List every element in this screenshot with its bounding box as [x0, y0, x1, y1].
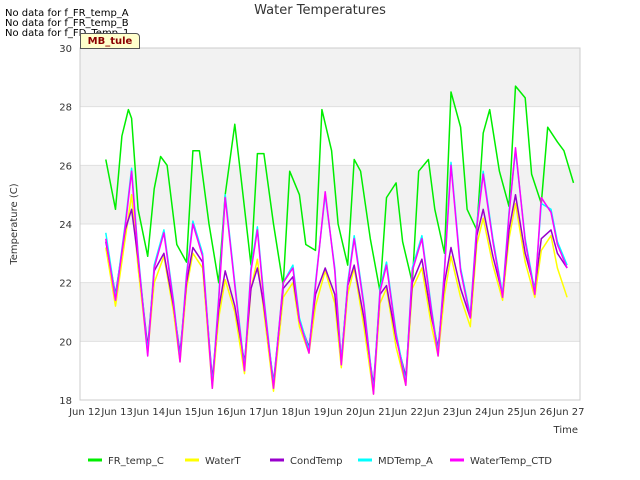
- no-data-note-2: No data for f_FR_temp_B: [5, 18, 129, 29]
- no-data-note-1: No data for f_FR_temp_A: [5, 8, 129, 19]
- x-tick-label: Jun 12: [68, 407, 101, 418]
- legend-label-WaterTemp_CTD: WaterTemp_CTD: [470, 456, 552, 467]
- x-tick-label: Jun 13: [100, 407, 133, 418]
- y-tick-label: 26: [59, 161, 72, 172]
- series-line-WaterTemp_CTD: [105, 146, 568, 395]
- y-tick-label: 24: [59, 220, 72, 231]
- y-tick-label: 30: [59, 44, 72, 55]
- y-axis-ticks: 18 20 22 24 26 28 30: [59, 44, 72, 407]
- site-badge: MB_tule: [80, 33, 140, 49]
- plot-background: [80, 48, 580, 400]
- x-tick-label: Jun 15: [165, 407, 198, 418]
- legend-label-MDTemp_A: MDTemp_A: [378, 456, 433, 467]
- chart-title: Water Temperatures: [254, 3, 386, 18]
- x-tick-label: Jun 23: [423, 407, 456, 418]
- plot-band: [80, 106, 580, 166]
- plot-band: [80, 48, 580, 107]
- x-tick-label: Jun 22: [391, 407, 424, 418]
- plot-band: [80, 341, 580, 400]
- series-line-FR_temp_C: [105, 85, 575, 293]
- plot-band: [80, 282, 580, 342]
- x-tick-label: Jun 19: [294, 407, 327, 418]
- y-axis-label: Temperature (C): [9, 183, 20, 265]
- plot-frame: [79, 47, 581, 401]
- plot-band: [80, 165, 580, 224]
- y-tick-label: 22: [59, 279, 72, 290]
- x-tick-label: Jun 27: [552, 407, 585, 418]
- x-axis-ticks: Jun 12 Jun 13 Jun 14 Jun 15 Jun 16 Jun 17 Jun …: [68, 407, 584, 418]
- x-tick-label: Jun 14: [133, 407, 166, 418]
- x-tick-label: Jun 20: [326, 407, 359, 418]
- x-tick-label: Jun 16: [197, 407, 230, 418]
- no-data-note-3: No data for f_FD_Temp_1: [5, 28, 130, 39]
- legend-label-WaterT: WaterT: [205, 456, 242, 467]
- legend-label-CondTemp: CondTemp: [290, 456, 342, 467]
- series-layer: [105, 85, 575, 395]
- x-tick-label: Jun 24: [455, 407, 488, 418]
- y-tick-label: 28: [59, 103, 72, 114]
- legend-label-FR_temp_C: FR_temp_C: [108, 456, 164, 467]
- y-tick-label: 18: [59, 396, 72, 407]
- x-tick-label: Jun 26: [520, 407, 553, 418]
- x-tick-label: Jun 17: [229, 407, 262, 418]
- x-tick-label: Jun 18: [262, 407, 295, 418]
- x-axis-label: Time: [553, 425, 578, 436]
- legend: FR_temp_C WaterT CondTemp MDTemp_A WaterTemp…: [88, 456, 552, 467]
- y-tick-label: 20: [59, 337, 72, 348]
- x-tick-label: Jun 25: [487, 407, 520, 418]
- x-tick-label: Jun 21: [358, 407, 391, 418]
